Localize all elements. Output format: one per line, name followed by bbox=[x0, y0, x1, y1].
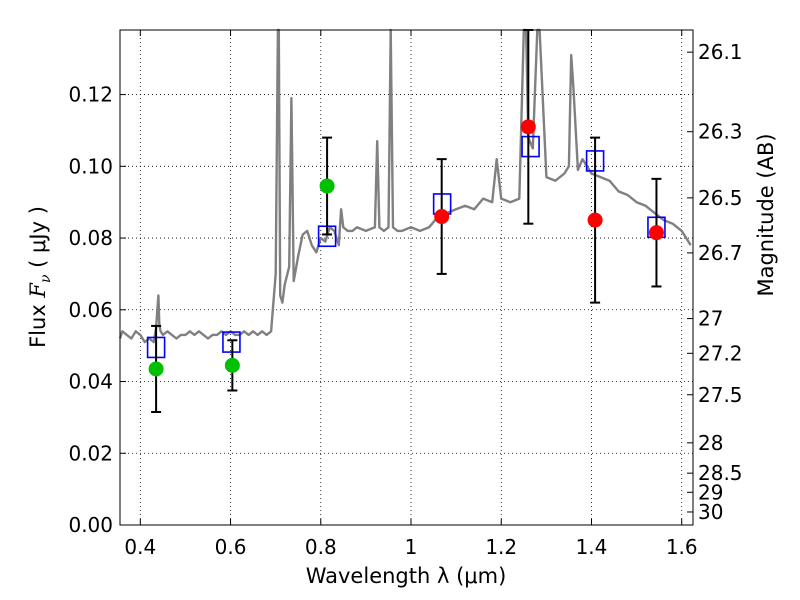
x-tick-label: 1.4 bbox=[576, 535, 608, 559]
x-tick-label: 0.4 bbox=[124, 535, 156, 559]
observed-point bbox=[520, 119, 536, 135]
magnitude-tick-label: 27.5 bbox=[698, 383, 743, 407]
y-tick-label: 0.04 bbox=[68, 370, 113, 394]
magnitude-tick-label: 28.5 bbox=[698, 461, 743, 485]
magnitude-tick-label: 30 bbox=[698, 500, 723, 524]
magnitude-tick-label: 26.1 bbox=[698, 40, 743, 64]
plot-background bbox=[120, 30, 693, 525]
sed-curve bbox=[118, 28, 692, 344]
y-tick-label: 0.00 bbox=[68, 513, 113, 537]
magnitude-tick-label: 26.3 bbox=[698, 120, 743, 144]
observed-points bbox=[148, 29, 664, 414]
magnitude-axis-label: Magnitude (AB) bbox=[754, 133, 778, 296]
model-point-square bbox=[521, 135, 540, 158]
magnitude-tick-label: 27 bbox=[698, 307, 723, 331]
observed-point bbox=[319, 178, 335, 194]
observed-point bbox=[224, 357, 240, 373]
x-tick-label: 1.6 bbox=[666, 535, 698, 559]
magnitude-tick-label: 27.2 bbox=[698, 341, 743, 365]
x-tick-label: 1.2 bbox=[485, 535, 517, 559]
observed-point bbox=[648, 225, 664, 241]
observed-point bbox=[148, 361, 164, 377]
x-tick-label: 0.6 bbox=[215, 535, 247, 559]
y-axis-ticks: 0.00 0.02 0.04 0.06 0.08 0.10 0.12 bbox=[68, 83, 126, 537]
magnitude-tick-label: 29 bbox=[698, 480, 723, 504]
y-tick-label: 0.12 bbox=[68, 83, 113, 107]
x-tick-label: 1 bbox=[405, 535, 418, 559]
grid bbox=[120, 30, 693, 526]
plot-frame bbox=[119, 29, 694, 526]
observed-point bbox=[434, 209, 450, 225]
y-tick-label: 0.02 bbox=[68, 441, 113, 465]
magnitude-tick-label: 26.5 bbox=[698, 186, 743, 210]
x-axis-label: Wavelength λ (μm) bbox=[306, 564, 507, 588]
magnitude-tick-label: 26.7 bbox=[698, 241, 743, 265]
x-axis-ticks: 0.4 0.6 0.8 1 1.2 1.4 1.6 bbox=[124, 30, 698, 559]
x-tick-label: 0.8 bbox=[305, 535, 337, 559]
y-tick-label: 0.08 bbox=[68, 226, 113, 250]
y-tick-label: 0.06 bbox=[68, 298, 113, 322]
sed-curve-group bbox=[118, 28, 692, 344]
observed-point bbox=[587, 212, 603, 228]
y-axis-label: Flux Fν ( μJy ) bbox=[26, 206, 54, 348]
y-tick-label: 0.10 bbox=[68, 154, 113, 178]
magnitude-tick-label: 28 bbox=[698, 431, 723, 455]
